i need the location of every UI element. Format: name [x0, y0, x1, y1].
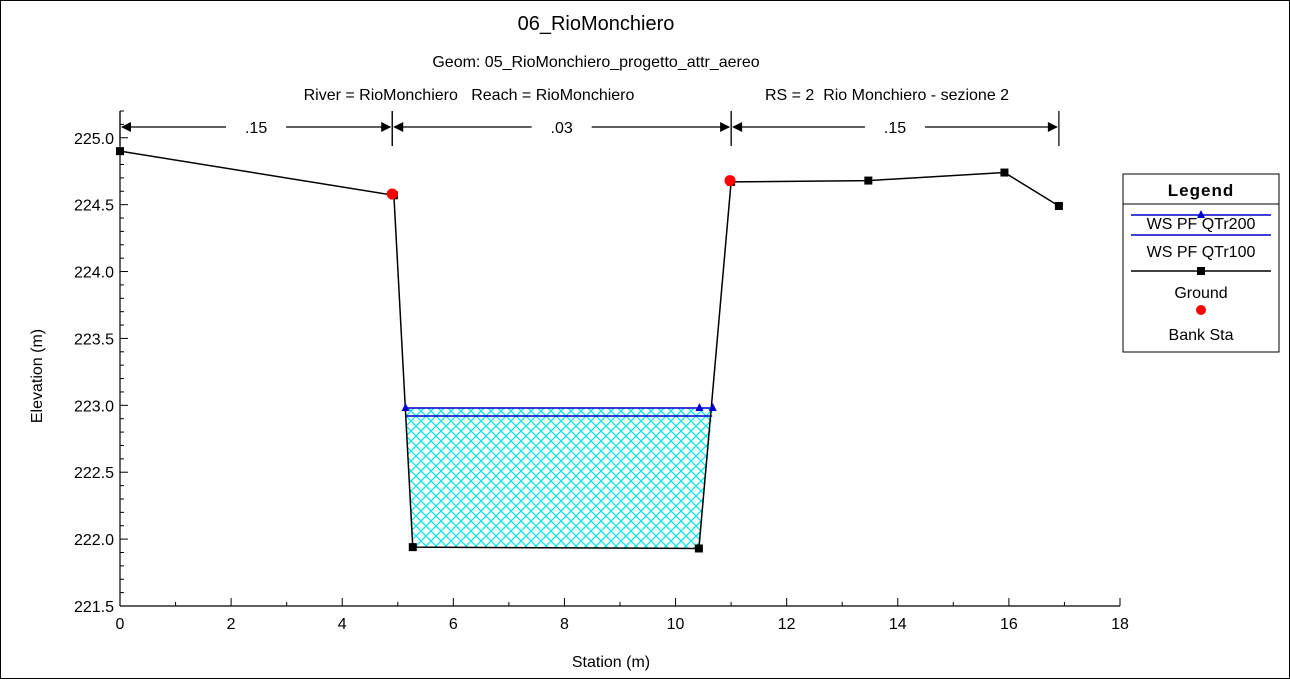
y-tick-label: 222.5 — [74, 465, 114, 482]
y-tick-label: 225.0 — [74, 131, 114, 148]
axes: 0 2 4 6 8 10 12 14 16 18 221.5 222.0 222.5 223.0 223.5… — [74, 110, 1129, 633]
ground-point — [864, 176, 873, 185]
x-tick-label: 2 — [227, 616, 236, 633]
manning-arrowhead — [121, 122, 131, 132]
legend-box — [1122, 173, 1280, 353]
bank-station-point — [386, 188, 398, 200]
x-tick-label: 18 — [1111, 616, 1129, 633]
legend-ground-marker — [1197, 267, 1205, 275]
manning-arrowhead — [720, 122, 731, 132]
manning-arrowhead — [732, 122, 743, 132]
y-tick-label: 224.5 — [74, 198, 114, 215]
water-crosshatch-fill — [405, 408, 713, 549]
ws-qtr200-point — [708, 403, 717, 411]
water-area — [405, 408, 713, 549]
y-tick-label: 222.0 — [74, 532, 114, 549]
header-rs: RS = 2 Rio Monchiero - sezione 2 — [765, 87, 1009, 104]
ground-point — [408, 543, 417, 552]
manning-bands: .15 .03 .15 — [119, 111, 1060, 146]
ground-line — [119, 150, 1060, 550]
y-tick-label: 223.0 — [74, 398, 114, 415]
ground-point — [694, 544, 703, 553]
manning-arrowhead — [1047, 122, 1058, 132]
manning-label: .03 — [551, 120, 573, 137]
manning-label: .15 — [245, 120, 267, 137]
ws-qtr200-point — [695, 403, 704, 411]
x-tick-label: 8 — [560, 616, 569, 633]
manning-arrowhead — [381, 122, 392, 132]
x-tick-label: 0 — [116, 616, 125, 633]
x-tick-label: 10 — [667, 616, 685, 633]
legend-ws200-marker — [1197, 210, 1205, 218]
y-tick-label: 223.5 — [74, 331, 114, 348]
legend-bank-marker — [1196, 305, 1206, 315]
legend-ground-label: Ground — [1174, 285, 1227, 302]
series-layer — [116, 147, 1063, 553]
x-tick-label: 4 — [338, 616, 347, 633]
legend: Legend WS PF QTr200 WS PF QTr100 Ground … — [1122, 173, 1280, 353]
ground-point — [1000, 168, 1009, 177]
legend-ws100-label: WS PF QTr100 — [1147, 244, 1256, 261]
x-tick-label: 6 — [449, 616, 458, 633]
y-axis-label: Elevation (m) — [29, 329, 46, 423]
y-tick-label: 221.5 — [74, 599, 114, 616]
manning-arrowhead — [393, 122, 404, 132]
legend-bank-label: Bank Sta — [1169, 327, 1234, 344]
chart-subtitle: Geom: 05_RioMonchiero_progetto_attr_aere… — [432, 54, 759, 71]
legend-title: Legend — [1168, 181, 1234, 200]
ground-point — [1054, 201, 1063, 210]
chart-title: 06_RioMonchiero — [518, 13, 675, 35]
ws-qtr200-point — [401, 403, 410, 411]
legend-ws200-label: WS PF QTr200 — [1147, 216, 1256, 233]
x-tick-label: 14 — [889, 616, 907, 633]
x-tick-label: 16 — [1000, 616, 1018, 633]
bank-station-point — [724, 175, 736, 187]
manning-label: .15 — [884, 120, 906, 137]
y-tick-label: 224.0 — [74, 265, 114, 282]
header-river-reach: River = RioMonchiero Reach = RioMonchier… — [304, 87, 635, 104]
x-axis-label: Station (m) — [572, 654, 650, 671]
x-tick-label: 12 — [778, 616, 796, 633]
